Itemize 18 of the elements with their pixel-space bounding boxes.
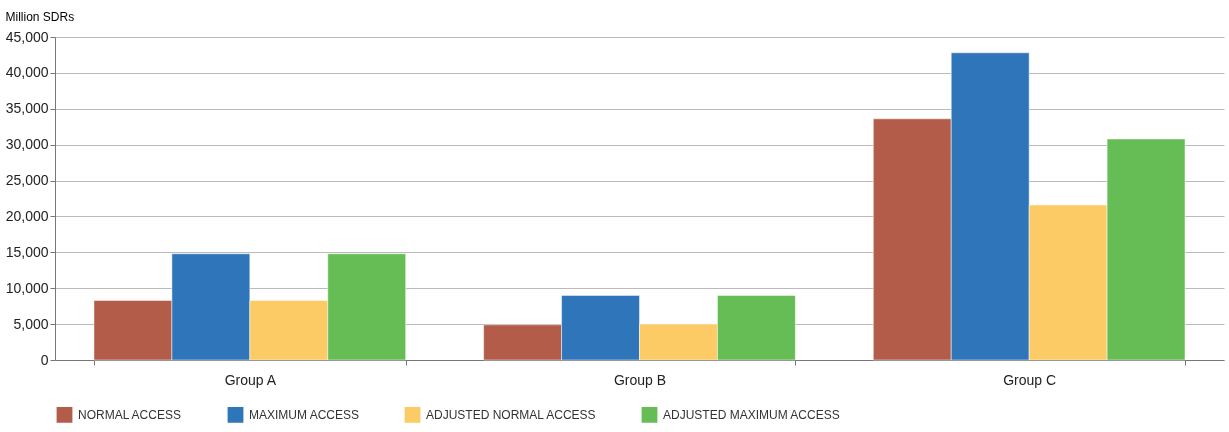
y-tick-label: 10,000 (5, 279, 49, 296)
legend-label: NORMAL ACCESS (78, 407, 181, 422)
legend-label: MAXIMUM ACCESS (249, 407, 360, 422)
y-tick-label: 20,000 (5, 207, 49, 224)
y-axis-title: Million SDRs (5, 9, 75, 24)
x-tick-label: Group B (613, 371, 667, 388)
y-tick-label: 40,000 (5, 64, 49, 81)
y-tick-label: 25,000 (5, 172, 49, 189)
x-tick-label: Group A (224, 371, 277, 388)
y-tick-label: 45,000 (5, 28, 49, 45)
legend-label: ADJUSTED NORMAL ACCESS (426, 407, 596, 422)
y-tick-label: 0 (40, 351, 49, 368)
y-tick-label: 35,000 (5, 100, 49, 117)
x-tick-label: Group C (1003, 371, 1057, 388)
y-tick-label: 5,000 (13, 315, 49, 332)
y-tick-label: 15,000 (5, 243, 49, 260)
legend-label: ADJUSTED MAXIMUM ACCESS (663, 407, 840, 422)
y-tick-label: 30,000 (5, 136, 49, 153)
